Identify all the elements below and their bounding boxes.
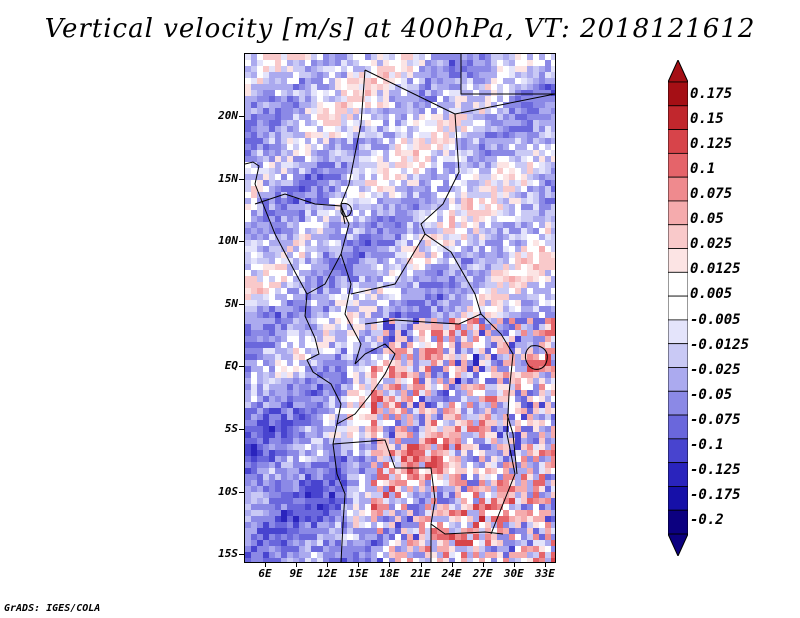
colorbar-label: -0.0125	[690, 336, 750, 353]
lat-label-10n: 10N	[218, 234, 238, 248]
lon-label-9e: 9E	[289, 567, 303, 580]
colorbar-segment	[668, 200, 688, 226]
lon-tick	[513, 562, 515, 567]
lon-tick	[451, 562, 453, 567]
chart-title: Vertical velocity [m/s] at 400hPa, VT: 2…	[44, 14, 756, 44]
lon-label-21e: 21E	[410, 567, 431, 580]
lat-label-5n: 5N	[224, 296, 238, 310]
lat-label-10s: 10S	[218, 484, 238, 498]
colorbar-label: -0.005	[690, 311, 741, 328]
grads-credit: GrADS: IGES/COLA	[4, 603, 101, 614]
lon-tick	[265, 562, 266, 567]
colorbar-segment	[668, 509, 688, 535]
colorbar-label: 0.05	[690, 211, 724, 228]
lat-tick	[239, 429, 244, 430]
field-cells	[245, 54, 555, 562]
colorbar-label: 0.175	[690, 85, 733, 102]
border-congo	[336, 343, 396, 425]
border-niger-chad	[340, 69, 366, 225]
lon-tick	[358, 562, 360, 567]
colorbar-label: -0.075	[690, 412, 741, 428]
lat-tick	[239, 554, 244, 556]
colorbar-label: 0.15	[690, 110, 724, 127]
border-angola	[332, 439, 504, 535]
lat-label-15n: 15N	[218, 171, 238, 185]
colorbar-segment	[668, 438, 688, 464]
colorbar-label: 0.005	[690, 286, 733, 303]
lat-tick	[239, 116, 244, 117]
map-panel[interactable]	[244, 53, 556, 563]
coastline	[245, 161, 346, 562]
lon-tick	[327, 562, 329, 567]
lon-label-33e: 33E	[534, 567, 555, 580]
lake-chad	[340, 203, 352, 217]
border-sudan	[420, 187, 452, 235]
colorbar-segment	[668, 319, 688, 345]
colorbar-segment	[668, 176, 688, 202]
country-boundaries	[245, 54, 555, 562]
colorbar-label: 0.075	[690, 186, 733, 202]
border-libya-chad	[364, 69, 460, 189]
lon-label-6e: 6E	[258, 567, 272, 580]
lat-label-15s: 15S	[218, 547, 238, 561]
colorbar-segment	[668, 343, 688, 368]
colorbar-label: -0.025	[690, 361, 741, 378]
lat-tick	[239, 241, 244, 243]
lake-tanganyika	[506, 413, 518, 475]
colorbar-segment	[668, 367, 688, 392]
colorbar-label: 0.1	[690, 160, 716, 177]
border-south-sudan	[454, 93, 555, 115]
colorbar-segment	[668, 224, 688, 249]
colorbar-segment	[668, 248, 688, 273]
colorbar-label: 0.125	[690, 135, 733, 152]
lat-label-5s: 5S	[224, 422, 238, 435]
colorbar-segment	[668, 129, 688, 154]
colorbar-label: 0.025	[690, 236, 733, 253]
colorbar-top-arrow	[668, 60, 688, 83]
lon-tick	[544, 562, 546, 567]
border-nigeria	[254, 193, 350, 295]
colorbar	[668, 60, 688, 556]
border-car	[350, 233, 482, 325]
border-egypt	[460, 54, 555, 95]
colorbar-label: -0.125	[690, 462, 741, 479]
border-cameroon	[340, 253, 362, 365]
lat-tick	[239, 366, 244, 368]
lat-label-eq: EQ	[224, 359, 238, 373]
lon-label-30e: 30E	[503, 567, 524, 580]
colorbar-segment	[668, 390, 688, 416]
lon-label-15e: 15E	[348, 567, 369, 580]
lon-label-18e: 18E	[379, 567, 400, 580]
colorbar-label: 0.0125	[690, 261, 741, 278]
lon-label-24e: 24E	[441, 567, 462, 580]
colorbar-segment	[668, 105, 688, 130]
lat-label-20n: 20N	[218, 109, 238, 122]
colorbar-bottom-arrow	[668, 533, 688, 556]
lon-label-27e: 27E	[472, 567, 493, 580]
colorbar-label: -0.05	[690, 386, 733, 403]
lat-tick	[239, 491, 244, 493]
lon-tick	[482, 562, 484, 567]
lat-tick	[239, 303, 244, 305]
lon-tick	[420, 562, 422, 567]
lon-tick	[389, 562, 391, 567]
colorbar-segment	[668, 414, 688, 440]
colorbar-segment	[668, 152, 688, 178]
border-drc-east	[480, 313, 516, 535]
colorbar-label: -0.1	[690, 437, 724, 454]
lake-victoria	[524, 345, 548, 370]
lon-tick	[296, 562, 298, 567]
colorbar-segment	[668, 486, 688, 511]
lat-tick	[239, 178, 244, 180]
vertical-velocity-field	[245, 54, 555, 562]
colorbar-segment	[668, 462, 688, 487]
colorbar-segment	[668, 295, 688, 321]
colorbar-label: -0.2	[690, 512, 724, 529]
colorbar-segment	[668, 271, 688, 297]
colorbar-label: -0.175	[690, 487, 741, 504]
lon-label-12e: 12E	[317, 567, 338, 580]
colorbar-segment	[668, 81, 688, 107]
